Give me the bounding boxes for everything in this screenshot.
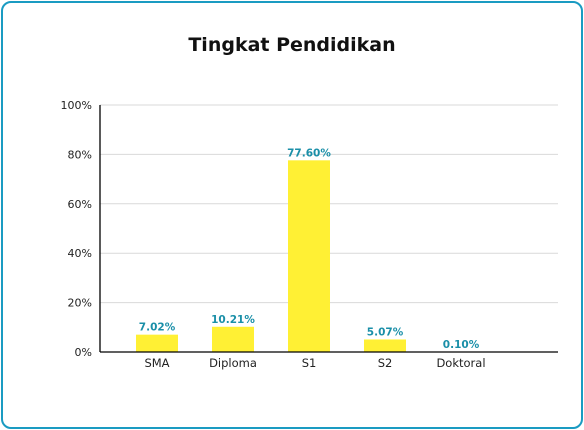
data-label: 7.02% [139, 322, 176, 334]
y-tick-label: 20% [68, 297, 92, 310]
y-tick-label: 0% [75, 346, 92, 359]
data-label: 10.21% [211, 314, 255, 326]
y-tick-label: 80% [68, 148, 92, 161]
chart-title: Tingkat Pendidikan [188, 34, 396, 56]
bar [212, 326, 254, 352]
data-label: 0.10% [443, 339, 480, 351]
x-tick-label: SMA [144, 356, 169, 370]
data-label: 5.07% [367, 326, 404, 338]
bar [288, 160, 330, 352]
y-tick-label: 60% [68, 198, 92, 211]
data-label: 77.60% [287, 147, 331, 159]
labels: 0% 20% 40% 60% 80% 100% 7.02% SMA 10.21% Diploma 7… [61, 99, 486, 370]
bar [364, 339, 406, 352]
x-tick-label: S2 [378, 356, 393, 370]
bar [136, 334, 178, 352]
bars [136, 160, 482, 352]
y-tick-label: 40% [68, 247, 92, 260]
axes [99, 105, 558, 353]
x-tick-label: Diploma [209, 356, 257, 370]
y-tick-label: 100% [61, 99, 92, 112]
x-tick-label: S1 [302, 356, 317, 370]
x-tick-label: Doktoral [436, 356, 485, 370]
